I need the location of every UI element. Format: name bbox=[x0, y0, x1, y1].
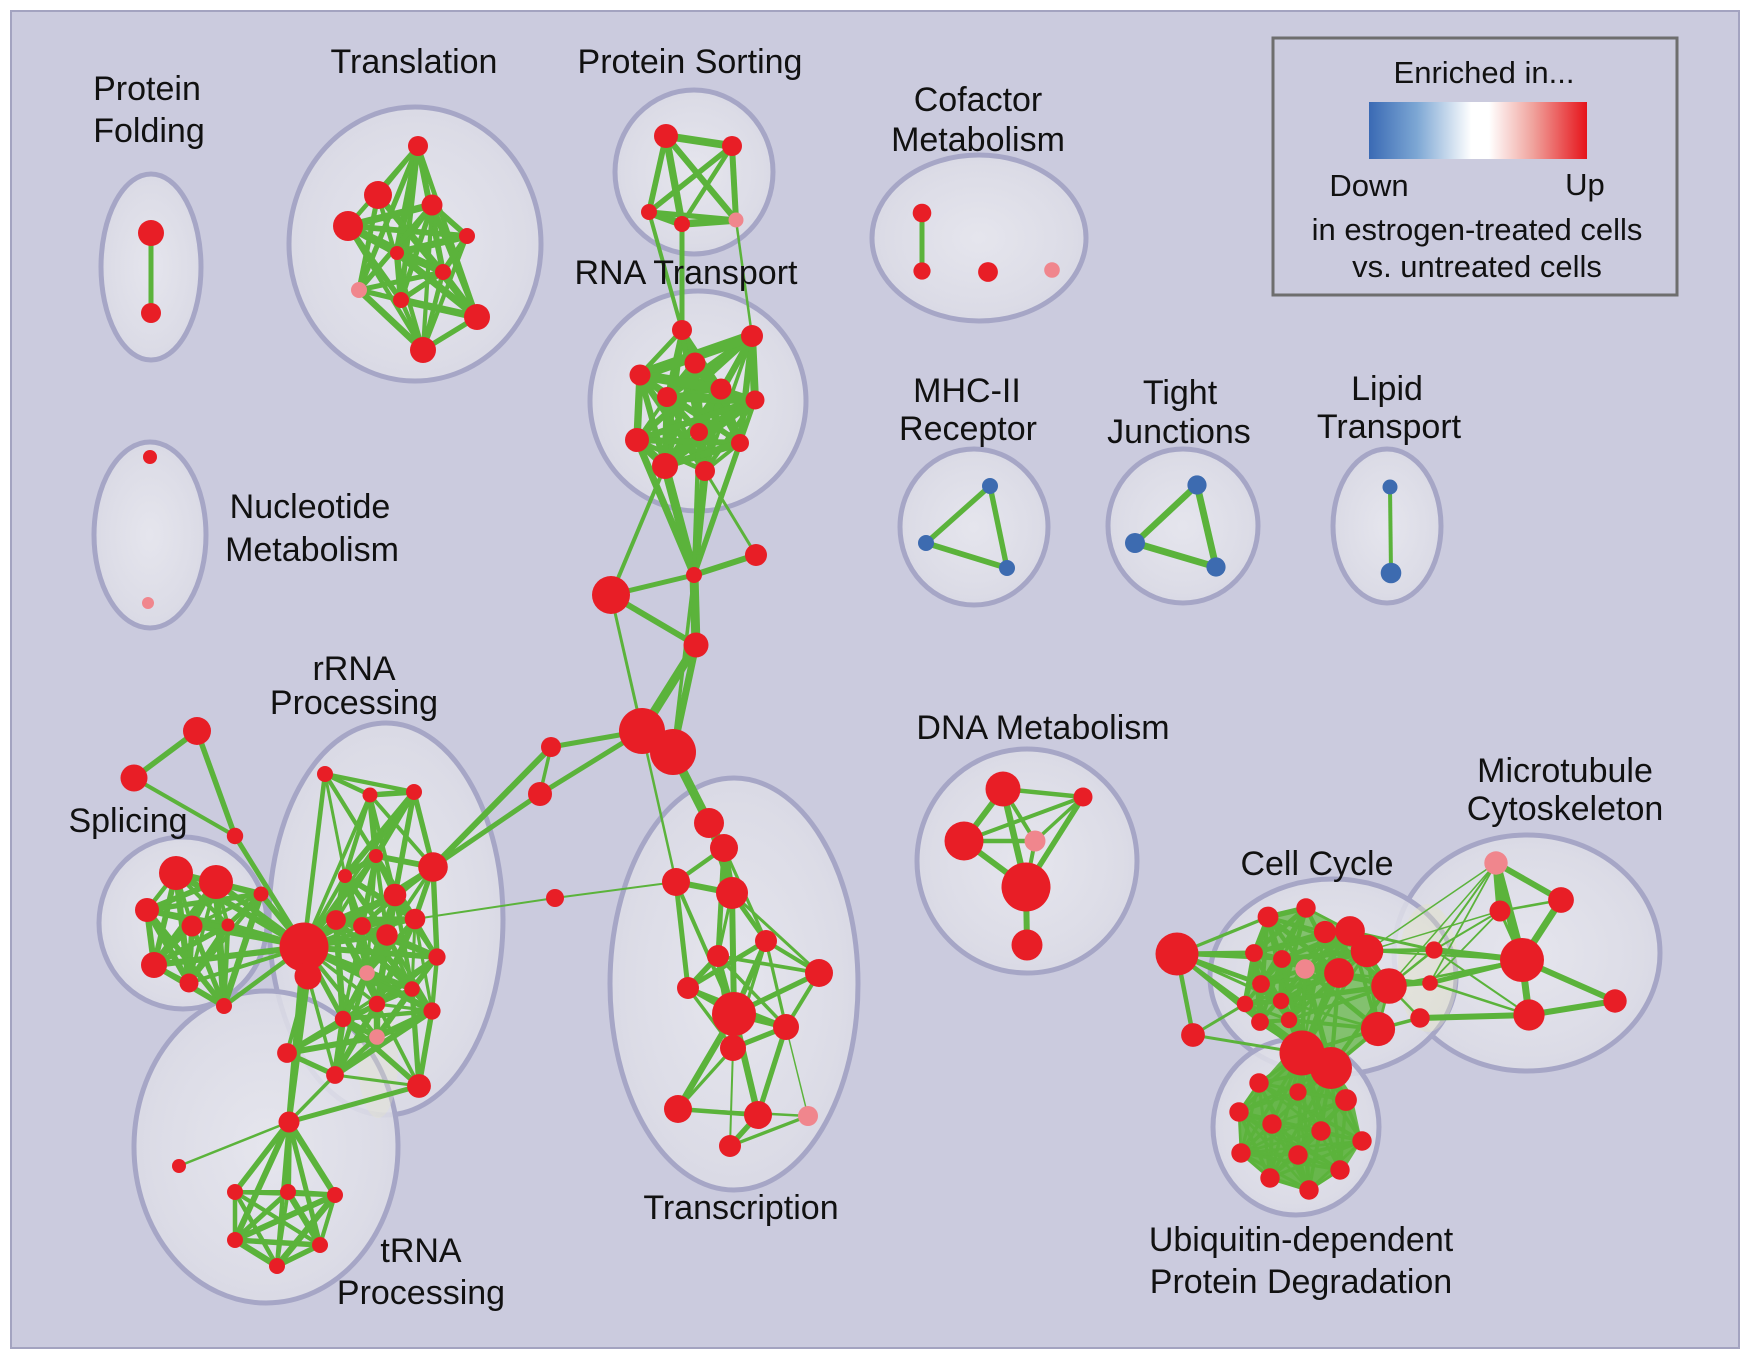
svg-text:vs. untreated cells: vs. untreated cells bbox=[1352, 249, 1602, 284]
svg-text:Down: Down bbox=[1329, 168, 1408, 203]
svg-text:Metabolism: Metabolism bbox=[225, 531, 399, 569]
svg-text:Processing: Processing bbox=[337, 1274, 505, 1312]
svg-text:Cofactor: Cofactor bbox=[914, 81, 1043, 119]
svg-text:Metabolism: Metabolism bbox=[891, 121, 1065, 159]
svg-text:Protein: Protein bbox=[93, 70, 201, 108]
svg-text:Up: Up bbox=[1565, 167, 1605, 202]
svg-text:rRNA: rRNA bbox=[312, 650, 395, 688]
svg-text:RNA Transport: RNA Transport bbox=[575, 254, 799, 292]
svg-text:Cell Cycle: Cell Cycle bbox=[1240, 845, 1393, 883]
svg-text:Protein Degradation: Protein Degradation bbox=[1150, 1263, 1452, 1301]
svg-text:Tight: Tight bbox=[1143, 374, 1218, 412]
svg-text:Nucleotide: Nucleotide bbox=[230, 488, 391, 526]
svg-text:Protein Sorting: Protein Sorting bbox=[578, 43, 803, 81]
svg-text:Splicing: Splicing bbox=[68, 802, 187, 840]
svg-text:Junctions: Junctions bbox=[1107, 413, 1251, 451]
svg-text:Cytoskeleton: Cytoskeleton bbox=[1467, 790, 1664, 828]
svg-text:Lipid: Lipid bbox=[1351, 370, 1423, 408]
svg-text:Processing: Processing bbox=[270, 684, 438, 722]
svg-text:Microtubule: Microtubule bbox=[1477, 752, 1653, 790]
svg-text:Folding: Folding bbox=[93, 112, 205, 150]
svg-text:Transcription: Transcription bbox=[643, 1189, 838, 1227]
svg-text:Translation: Translation bbox=[331, 43, 498, 81]
svg-text:Receptor: Receptor bbox=[899, 410, 1037, 448]
svg-text:DNA Metabolism: DNA Metabolism bbox=[916, 709, 1169, 747]
svg-text:Transport: Transport bbox=[1317, 408, 1462, 446]
svg-text:Enriched in...: Enriched in... bbox=[1394, 55, 1575, 90]
svg-text:tRNA: tRNA bbox=[380, 1232, 462, 1270]
svg-text:in estrogen-treated cells: in estrogen-treated cells bbox=[1312, 212, 1643, 247]
svg-text:Ubiquitin-dependent: Ubiquitin-dependent bbox=[1149, 1221, 1454, 1259]
svg-text:MHC-II: MHC-II bbox=[913, 372, 1021, 410]
